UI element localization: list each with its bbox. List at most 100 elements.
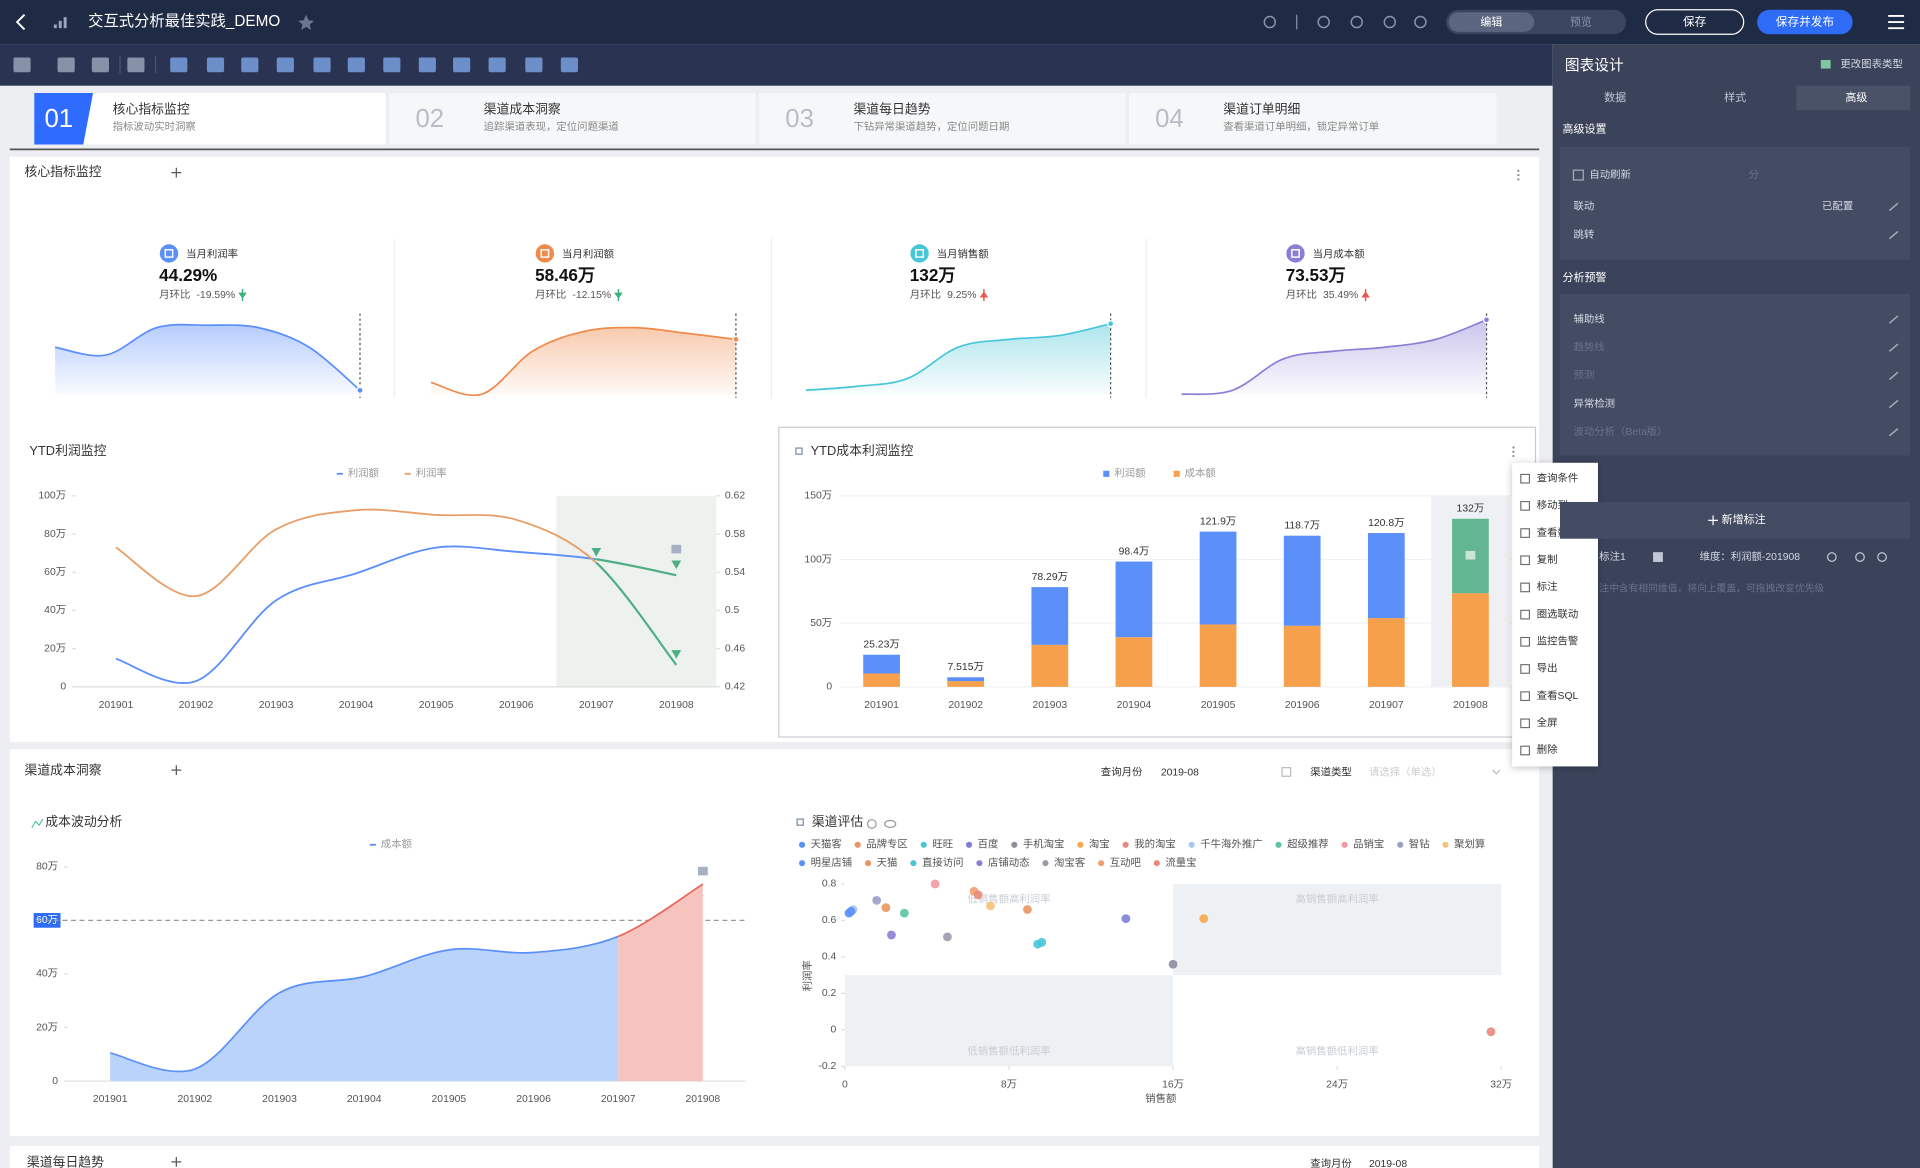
menu-item[interactable]: 查询条件 [1537,471,1579,484]
legend-label[interactable]: 明星店铺 [811,856,853,869]
bar-segment[interactable] [863,654,900,674]
edit-icon[interactable] [1888,399,1899,409]
bar-segment[interactable] [1199,624,1237,687]
mode-tab[interactable]: 预览 [1570,15,1592,29]
scatter-point[interactable] [1199,914,1209,924]
step-card[interactable] [759,93,1126,145]
add-annotation-button[interactable] [1560,501,1911,539]
info-icon[interactable] [866,819,877,829]
bar-segment[interactable] [1115,561,1153,638]
bar-segment[interactable] [1031,644,1069,687]
toolbar-icon[interactable] [91,57,109,73]
bar-segment[interactable] [1452,593,1489,687]
legend-label[interactable]: 互动吧 [1110,857,1142,869]
bar-segment[interactable] [1367,533,1405,619]
toolbar-icon[interactable] [13,57,31,73]
bar-segment[interactable] [1283,535,1321,626]
toolbar-icon[interactable] [347,57,365,73]
legend-label[interactable]: 百度 [978,838,999,851]
toolbar-icon[interactable] [488,57,506,73]
legend-label[interactable]: 智钻 [1409,838,1430,851]
legend-label[interactable]: 淘宝客 [1054,856,1086,869]
scatter-point[interactable] [986,901,995,911]
more-icon[interactable] [1512,454,1515,458]
bar-segment[interactable] [1199,531,1237,625]
panel-tab[interactable]: 样式 [1724,90,1746,104]
legend-label[interactable]: 旺旺 [932,840,953,851]
toolbar-icon[interactable] [383,57,401,73]
scatter-point[interactable] [1033,939,1043,949]
scatter-point[interactable] [973,890,983,900]
more-icon[interactable] [1517,178,1520,181]
legend-label[interactable]: 成本额 [1185,467,1217,480]
toolbar-icon[interactable] [241,57,259,73]
scatter-point[interactable] [887,930,896,940]
header-icon[interactable] [1414,15,1427,29]
toolbar-icon[interactable] [313,57,331,73]
menu-item[interactable]: 导出 [1537,662,1558,675]
legend-label[interactable]: 品销宝 [1353,838,1384,851]
edit-icon[interactable] [1888,371,1899,381]
toolbar-icon[interactable] [453,57,471,73]
checkbox[interactable] [1572,169,1584,181]
save-button[interactable] [1645,9,1745,35]
legend-label[interactable]: 淘宝 [1089,838,1110,851]
bar-segment[interactable] [947,677,985,682]
legend-label[interactable]: 直接访问 [922,856,964,869]
filter-value[interactable]: 2019-08 [1369,1159,1407,1168]
edit-icon[interactable] [1888,427,1899,437]
bar-segment[interactable] [947,681,985,687]
legend-label[interactable]: 千牛海外推广 [1200,838,1262,851]
eye-icon[interactable] [884,819,897,829]
annotation-action[interactable] [1855,552,1865,562]
legend-label[interactable]: 手机淘宝 [1023,838,1065,851]
add-annotation-label[interactable]: 新增标注 [1722,512,1766,526]
scatter-point[interactable] [872,895,882,905]
legend-label[interactable]: 利润额 [348,467,380,480]
scatter-point[interactable] [846,906,856,916]
toolbar-icon[interactable] [560,57,578,73]
star-icon[interactable] [298,14,315,30]
menu-item[interactable]: 全屏 [1537,716,1558,729]
edit-icon[interactable] [1888,343,1899,352]
menu-item[interactable]: 圈选联动 [1537,607,1579,620]
publish-label[interactable]: 保存并发布 [1776,15,1834,29]
legend-label[interactable]: 流量宝 [1165,856,1196,869]
scatter-point[interactable] [899,908,909,918]
more-icon[interactable] [1512,446,1515,449]
bar-segment[interactable] [1031,587,1069,645]
filter-value[interactable]: 2019-08 [1161,767,1199,778]
scatter-point[interactable] [1023,905,1032,914]
scatter-point[interactable] [943,932,952,942]
scatter-point[interactable] [1121,914,1131,924]
menu-item[interactable]: 复制 [1537,553,1558,566]
more-icon[interactable] [1512,450,1515,453]
bar-segment[interactable] [863,673,900,687]
menu-item[interactable]: 查看SQL [1537,689,1579,702]
scatter-point[interactable] [1486,1027,1496,1037]
legend-label[interactable]: 品牌专区 [866,838,908,851]
bar-segment[interactable] [1367,618,1405,687]
legend-label[interactable]: 成本额 [381,838,413,851]
toolbar-icon[interactable] [418,57,436,73]
filter-placeholder[interactable]: 请选择（单选） [1369,765,1442,778]
bar-segment[interactable] [1115,637,1153,687]
scatter-point[interactable] [1168,959,1178,969]
legend-label[interactable]: 聚划算 [1454,838,1485,851]
edit-icon[interactable] [1888,315,1899,324]
bar-segment[interactable] [1283,625,1321,687]
legend-label[interactable]: 天猫 [877,856,898,869]
step-card[interactable] [389,93,756,145]
more-icon[interactable] [1517,169,1520,172]
chart-card[interactable] [778,426,1537,738]
toolbar-icon[interactable] [127,57,145,73]
toolbar-icon[interactable] [525,57,543,73]
toolbar-icon[interactable] [276,57,294,73]
alert-item[interactable]: 辅助线 [1573,312,1604,325]
toolbar-icon[interactable] [57,57,75,73]
toolbar-icon[interactable] [170,57,188,73]
edit-icon[interactable] [1888,230,1899,240]
header-icon[interactable] [1317,15,1330,29]
save-label[interactable]: 保存 [1683,15,1707,29]
annotation-action[interactable] [1826,552,1837,562]
